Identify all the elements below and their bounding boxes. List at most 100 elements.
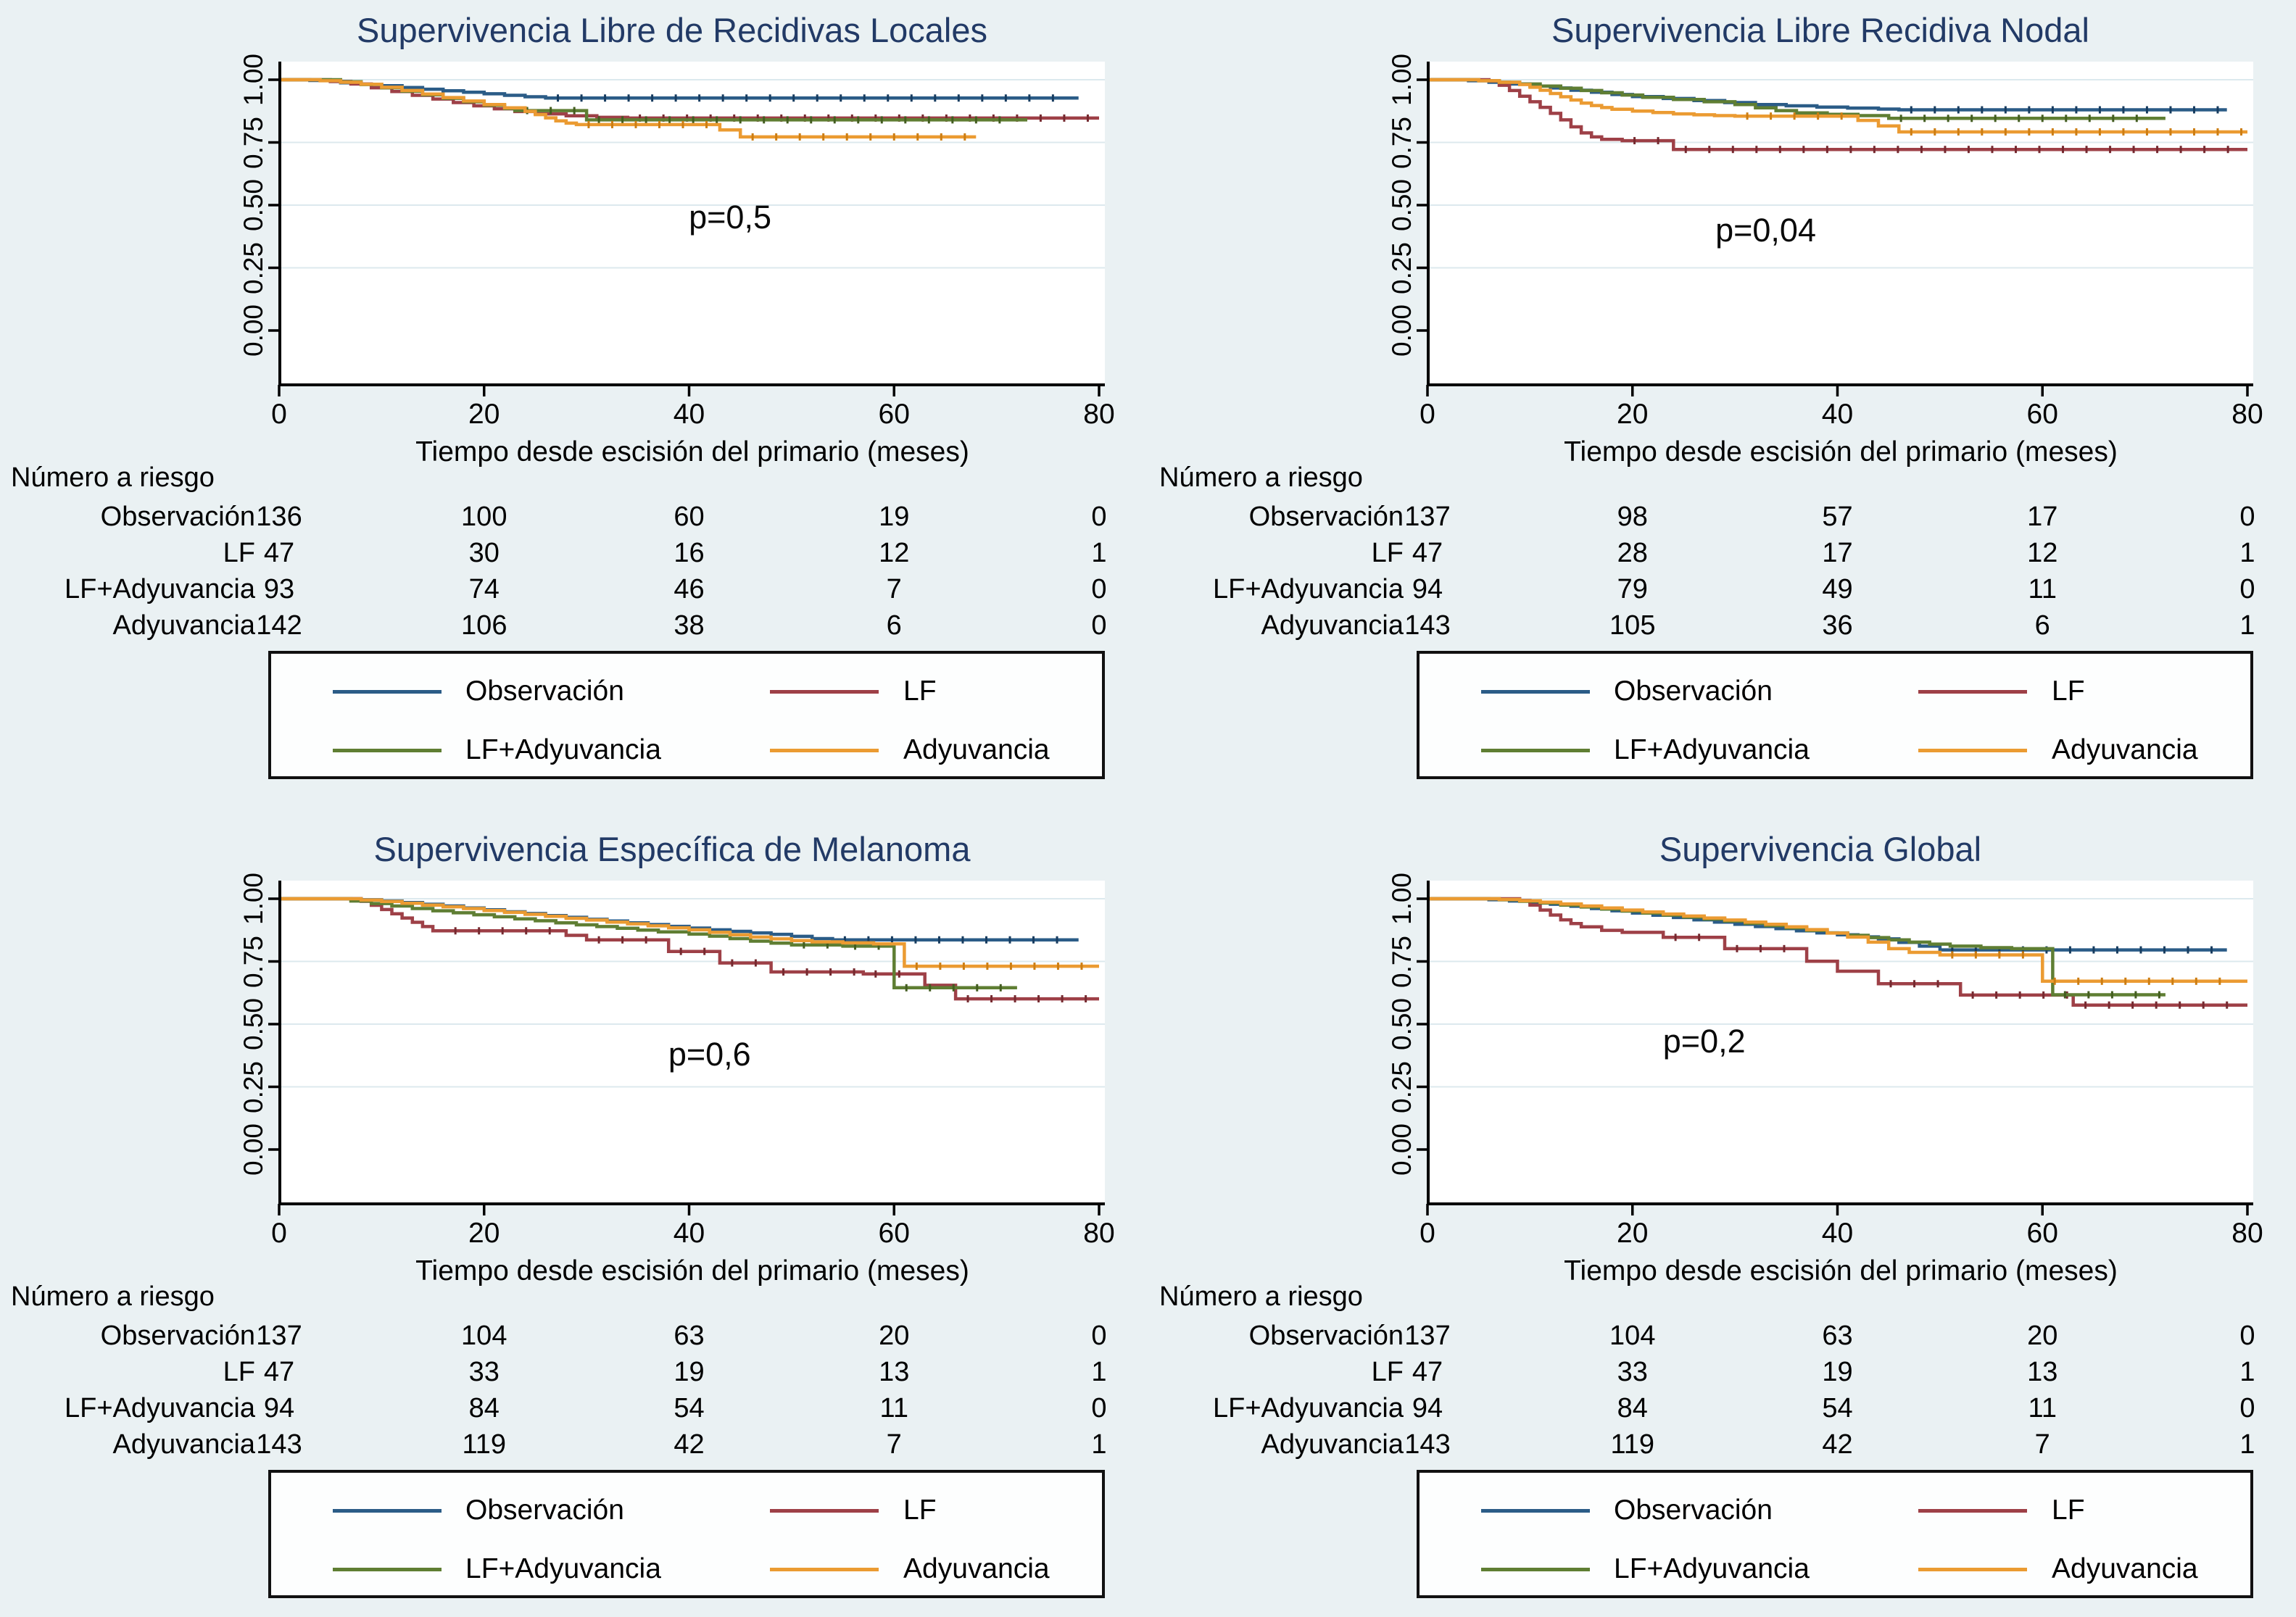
km-panel-3: Supervivencia Global 0.00 0.25 0.50 0.75 1.00… bbox=[1148, 819, 2296, 1617]
plot-area bbox=[1428, 881, 2253, 1204]
legend-label: Adyuvancia bbox=[903, 734, 1050, 765]
risk-count: 1 bbox=[2239, 1429, 2255, 1460]
risk-count: 12 bbox=[2027, 538, 2058, 568]
legend-box: Observación LF LF+Adyuvancia Adyuvancia bbox=[268, 1470, 1105, 1598]
risk-count: 0 bbox=[1091, 1393, 1107, 1423]
risk-count: 16 bbox=[674, 538, 705, 568]
risk-count: 19 bbox=[674, 1357, 705, 1387]
p-value-annotation: p=0,2 bbox=[1662, 1023, 1746, 1060]
panel-title: Supervivencia Global bbox=[1659, 830, 1982, 868]
risk-count: 42 bbox=[674, 1429, 705, 1460]
risk-count: 20 bbox=[879, 1321, 910, 1351]
x-tick-label: 80 bbox=[2231, 1218, 2263, 1249]
km-plot-svg bbox=[268, 62, 1105, 396]
x-axis-title: Tiempo desde escisión del primario (mese… bbox=[1564, 436, 2118, 467]
risk-count: 13 bbox=[2027, 1357, 2058, 1387]
risk-count: 1 bbox=[2239, 1357, 2255, 1387]
risk-count: 47 bbox=[1412, 1357, 1443, 1387]
legend-swatch-Adyuvancia bbox=[770, 1568, 879, 1571]
y-tick-label: 0.00 bbox=[1387, 1123, 1417, 1176]
x-tick-label: 60 bbox=[878, 399, 910, 430]
risk-count: 142 bbox=[256, 610, 302, 641]
risk-row-label: Adyuvancia bbox=[1261, 1429, 1404, 1460]
risk-count: 98 bbox=[1617, 502, 1648, 532]
risk-count: 143 bbox=[1404, 610, 1451, 641]
risk-count: 74 bbox=[468, 574, 500, 604]
legend-label: Adyuvancia bbox=[2052, 734, 2198, 765]
risk-row-label: LF+Adyuvancia bbox=[65, 1393, 255, 1423]
risk-count: 94 bbox=[1412, 1393, 1443, 1423]
legend-swatch-LF bbox=[1918, 1509, 2027, 1513]
risk-count: 33 bbox=[468, 1357, 500, 1387]
risk-count: 0 bbox=[2239, 502, 2255, 532]
legend-label: LF bbox=[2052, 1495, 2085, 1526]
legend-swatch-Observación bbox=[333, 690, 442, 694]
risk-count: 137 bbox=[256, 1321, 302, 1351]
p-value-annotation: p=0,5 bbox=[689, 199, 771, 236]
y-tick-label: 0.75 bbox=[239, 116, 268, 169]
legend-label: LF+Adyuvancia bbox=[465, 734, 661, 765]
x-axis-title: Tiempo desde escisión del primario (mese… bbox=[415, 436, 969, 467]
risk-row-label: LF bbox=[1371, 538, 1404, 568]
risk-count: 47 bbox=[263, 538, 295, 568]
legend-label: Observación bbox=[465, 676, 624, 707]
risk-count: 143 bbox=[1404, 1429, 1451, 1460]
x-tick-label: 20 bbox=[1617, 399, 1649, 430]
legend-box: Observación LF LF+Adyuvancia Adyuvancia bbox=[1417, 1470, 2253, 1598]
risk-count: 20 bbox=[2027, 1321, 2058, 1351]
x-axis-title: Tiempo desde escisión del primario (mese… bbox=[415, 1255, 969, 1286]
legend-swatch-LF bbox=[1918, 690, 2027, 694]
legend-swatch-LF bbox=[770, 1509, 879, 1513]
y-tick-label: 1.00 bbox=[239, 872, 268, 926]
risk-table-header: Número a riesgo bbox=[1159, 1281, 1363, 1312]
y-tick-label: 0.00 bbox=[239, 1123, 268, 1176]
risk-count: 30 bbox=[468, 538, 500, 568]
legend-swatch-LF+Adyuvancia bbox=[333, 749, 442, 752]
km-curve-LF bbox=[1427, 78, 2247, 151]
risk-count: 104 bbox=[461, 1321, 507, 1351]
risk-row-label: Observación bbox=[1248, 502, 1404, 532]
risk-row-label: LF+Adyuvancia bbox=[1213, 574, 1404, 604]
legend-swatch-LF+Adyuvancia bbox=[1481, 749, 1590, 752]
risk-count: 100 bbox=[461, 502, 507, 532]
x-tick-label: 0 bbox=[1420, 1218, 1435, 1249]
x-tick-label: 20 bbox=[468, 399, 500, 430]
km-plot-svg bbox=[268, 881, 1105, 1215]
km-curve-Adyuvancia bbox=[279, 897, 1099, 968]
risk-count: 33 bbox=[1617, 1357, 1648, 1387]
risk-table-header: Número a riesgo bbox=[1159, 462, 1363, 493]
risk-count: 63 bbox=[1822, 1321, 1853, 1351]
x-axis-title: Tiempo desde escisión del primario (mese… bbox=[1564, 1255, 2118, 1286]
km-curve-LF bbox=[279, 897, 1099, 1001]
y-tick-label: 0.50 bbox=[1387, 997, 1417, 1051]
legend-swatch-LF+Adyuvancia bbox=[333, 1568, 442, 1571]
risk-count: 0 bbox=[1091, 610, 1107, 641]
y-tick-label: 1.00 bbox=[1387, 53, 1417, 107]
legend-label: LF bbox=[903, 1495, 937, 1526]
risk-count: 84 bbox=[1617, 1393, 1648, 1423]
legend-label: LF+Adyuvancia bbox=[1614, 1553, 1810, 1584]
x-tick-label: 40 bbox=[1821, 1218, 1854, 1249]
risk-count: 0 bbox=[2239, 1393, 2255, 1423]
risk-count: 19 bbox=[879, 502, 910, 532]
risk-count: 0 bbox=[2239, 574, 2255, 604]
legend-label: LF+Adyuvancia bbox=[1614, 734, 1810, 765]
risk-count: 7 bbox=[2034, 1429, 2050, 1460]
risk-count: 1 bbox=[2239, 610, 2255, 641]
legend-swatch-Adyuvancia bbox=[1918, 749, 2027, 752]
risk-count: 84 bbox=[468, 1393, 500, 1423]
risk-count: 137 bbox=[1404, 502, 1451, 532]
x-tick-label: 60 bbox=[2026, 399, 2058, 430]
y-tick-label: 1.00 bbox=[1387, 872, 1417, 926]
legend-label: Observación bbox=[1614, 1495, 1773, 1526]
y-tick-label: 0.25 bbox=[239, 241, 268, 294]
risk-count: 1 bbox=[1091, 538, 1107, 568]
risk-count: 17 bbox=[1822, 538, 1853, 568]
risk-count: 7 bbox=[886, 1429, 902, 1460]
risk-row-label: Observación bbox=[100, 1321, 255, 1351]
risk-count: 63 bbox=[674, 1321, 705, 1351]
risk-row-label: LF bbox=[223, 1357, 255, 1387]
y-tick-label: 0.00 bbox=[1387, 304, 1417, 357]
risk-count: 60 bbox=[674, 502, 705, 532]
risk-count: 106 bbox=[461, 610, 507, 641]
